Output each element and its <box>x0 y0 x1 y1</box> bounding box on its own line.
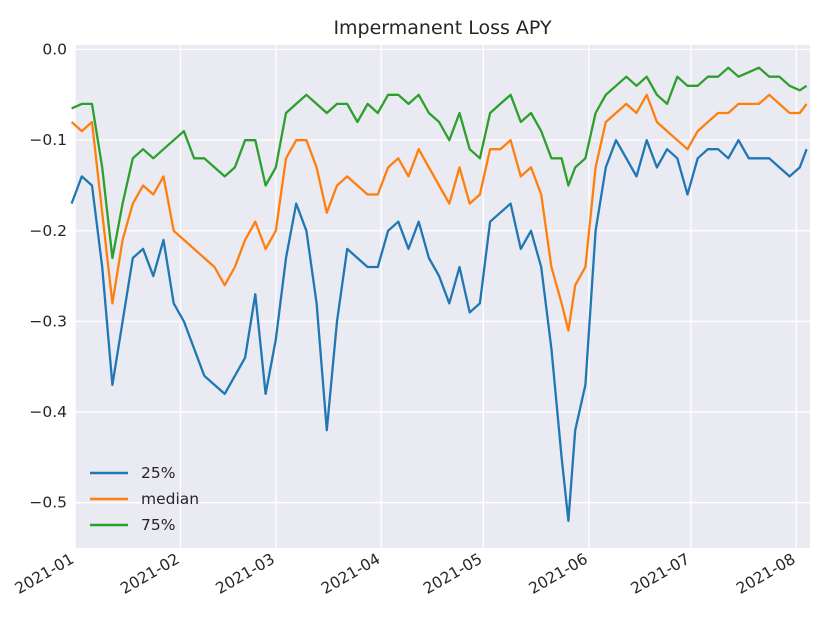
y-tick-label: −0.5 <box>29 494 67 512</box>
y-tick-label: −0.4 <box>29 403 67 421</box>
x-tick-label: 2021-03 <box>213 550 278 598</box>
y-tick-label: −0.3 <box>29 312 67 330</box>
legend-label: 25% <box>141 464 175 482</box>
y-tick-label: 0.0 <box>42 41 67 59</box>
x-tick-label: 2021-05 <box>420 550 485 598</box>
plot-area <box>75 45 810 548</box>
y-axis: 0.0 −0.1 −0.2 −0.3 −0.4 −0.5 <box>29 41 67 512</box>
series-line-1 <box>70 93 808 332</box>
legend-label: median <box>141 490 199 508</box>
x-tick-label: 2021-07 <box>628 550 693 598</box>
x-tick-label: 2021-02 <box>117 550 182 598</box>
chart-title: Impermanent Loss APY <box>333 17 552 39</box>
legend: 25% median 75% <box>90 464 199 534</box>
y-tick-label: −0.2 <box>29 222 67 240</box>
x-tick-label: 2021-01 <box>12 550 77 598</box>
series-line-2 <box>71 66 808 260</box>
x-tick-label: 2021-06 <box>526 550 591 598</box>
y-tick-label: −0.1 <box>29 131 67 149</box>
x-axis: 2021-01 2021-02 2021-03 2021-04 2021-05 2021-… <box>12 550 798 598</box>
grid-lines <box>74 45 810 548</box>
legend-label: 75% <box>141 516 175 534</box>
x-tick-label: 2021-04 <box>318 550 383 598</box>
series-lines <box>70 66 808 522</box>
x-tick-label: 2021-08 <box>733 550 798 598</box>
series-line-0 <box>70 139 808 522</box>
